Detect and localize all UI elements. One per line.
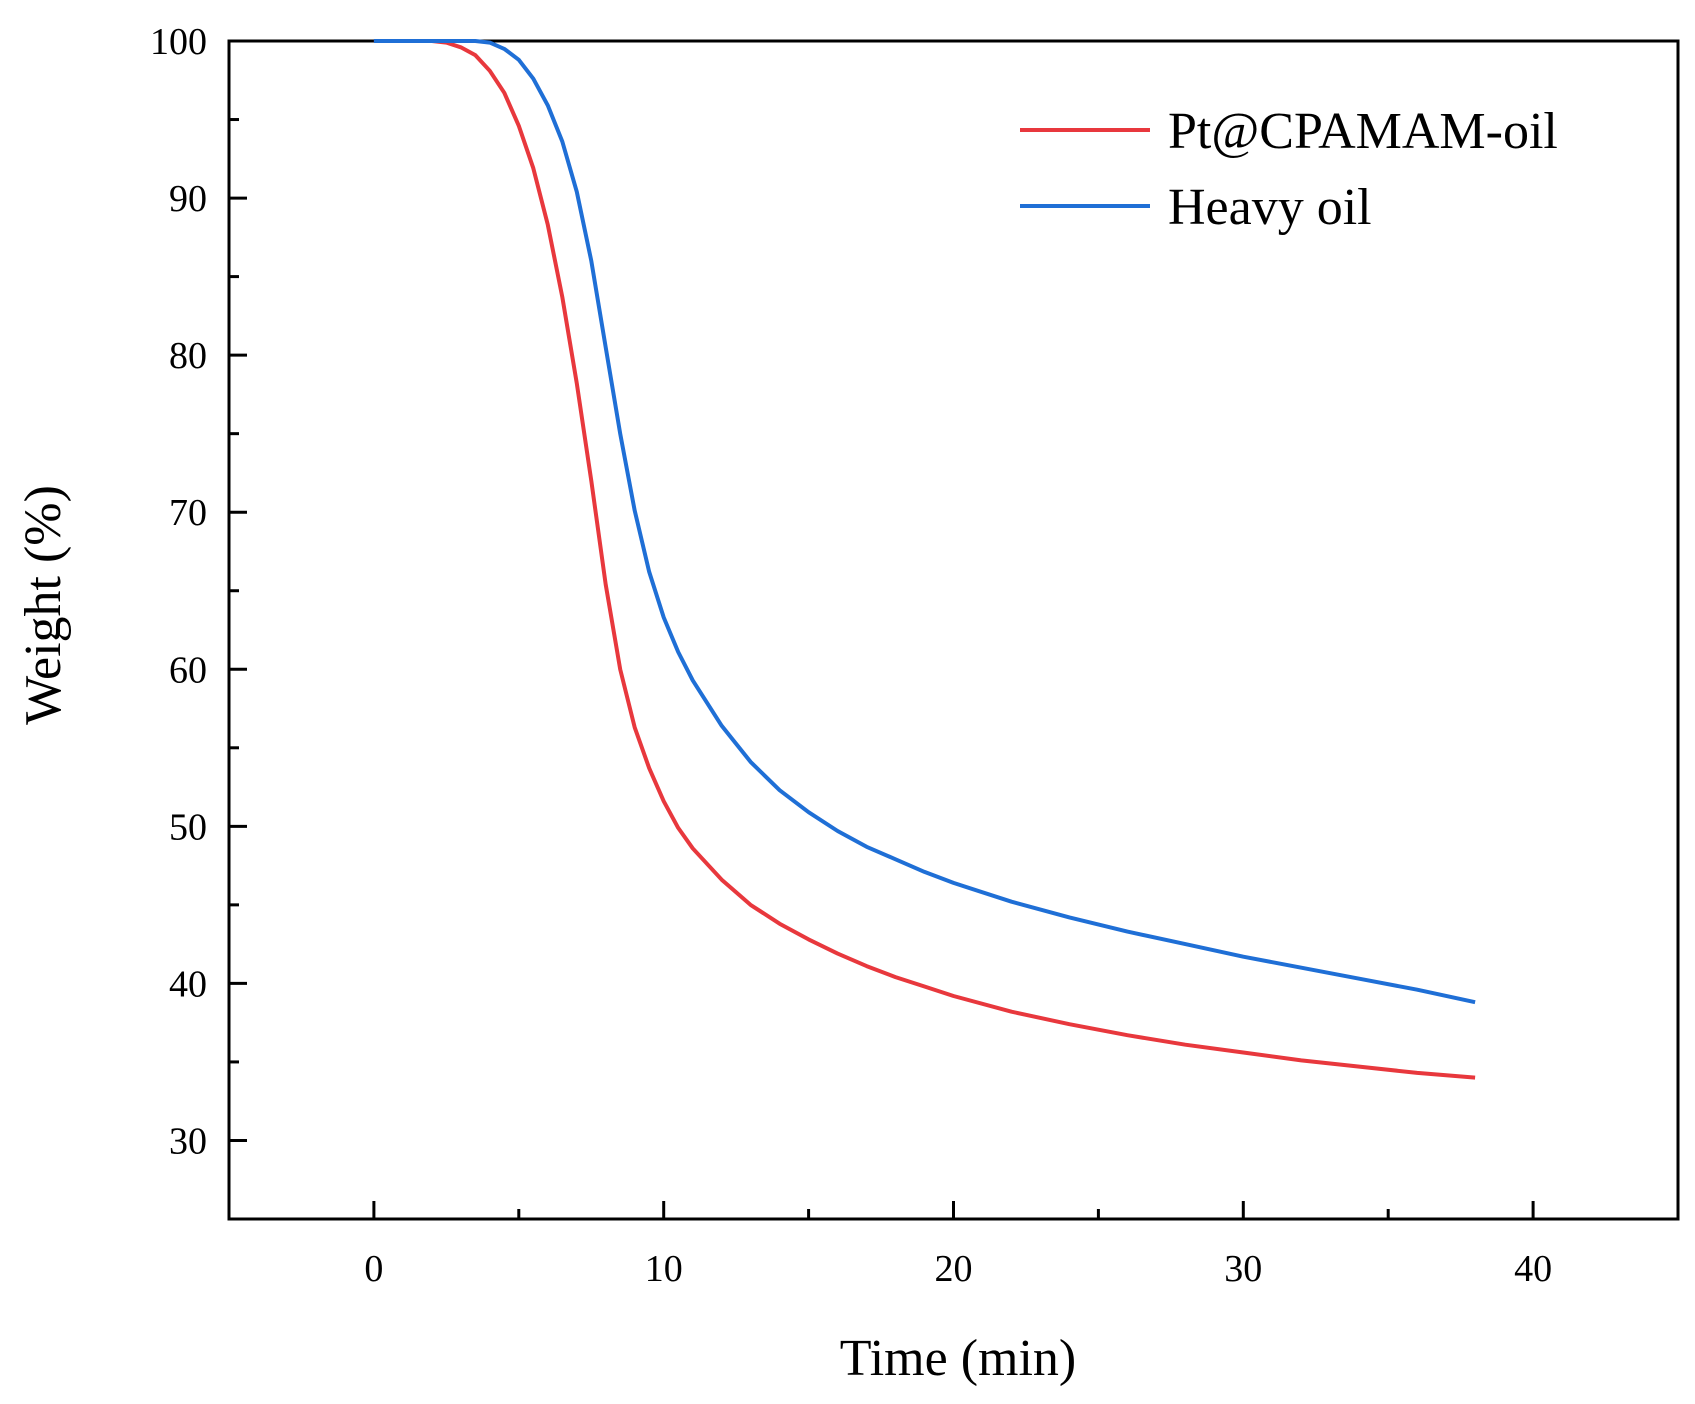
series-line-heavy-oil [373,39,1476,1005]
legend-label-heavy-oil: Heavy oil [1168,179,1372,236]
x-tick-label: 20 [935,1248,973,1290]
x-tick-label: 0 [364,1248,383,1290]
y-tick-label: 30 [169,1120,207,1162]
y-tick-label: 100 [150,21,207,63]
plot-border [227,39,1680,1221]
y-axis-title: Weight (%) [15,485,72,725]
y-tick-label: 80 [169,335,207,377]
series-layer [373,39,1476,1080]
axes-layer: 0 10 20 30 40 30 40 50 60 70 80 90 100 [150,21,1680,1290]
x-tick-label: 10 [645,1248,683,1290]
y-tick-label: 90 [169,178,207,220]
y-tick-label: 40 [169,963,207,1005]
x-tick-label: 40 [1514,1248,1552,1290]
x-axis-title: Time (min) [840,1330,1076,1387]
legend: Pt@CPAMAM-oil Heavy oil [1020,103,1558,236]
y-tick-label: 60 [169,649,207,691]
plot-frame [227,39,1680,1221]
series-line-pt-cpamam-oil [373,39,1476,1080]
x-tick-label: 30 [1224,1248,1262,1290]
legend-label-pt-cpamam-oil: Pt@CPAMAM-oil [1168,103,1558,160]
y-tick-label: 70 [169,492,207,534]
y-tick-label: 50 [169,806,207,848]
